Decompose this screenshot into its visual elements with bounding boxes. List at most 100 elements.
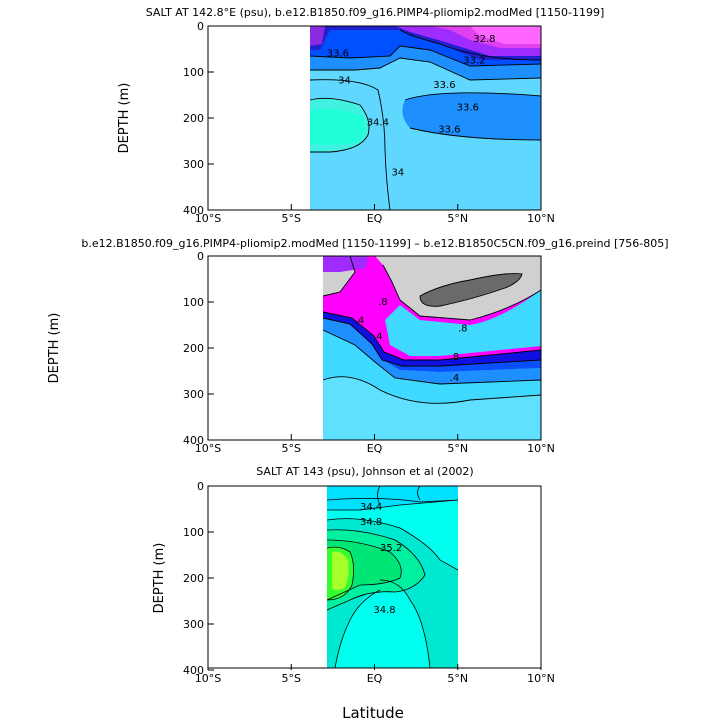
panel-3-contour-line: [334, 589, 381, 669]
panel-3-x-tick-label: EQ: [367, 672, 383, 685]
panel-1-x-tick-label: 5°S: [282, 212, 301, 225]
panel-2-region-0.4: [323, 310, 541, 372]
panel-1-region-32.6: [470, 26, 541, 44]
panel-2: b.e12.B1850.f09_g16.PIMP4-pliomip2.modMe…: [47, 237, 669, 455]
panel-1-contour-line: [404, 92, 542, 101]
panel-3-region-35.4: [332, 551, 349, 590]
panel-2-contour-line: [419, 273, 523, 307]
panel-1-contour-line: [310, 57, 542, 81]
panel-3: SALT AT 143 (psu), Johnson et al (2002) …: [152, 465, 555, 685]
panel-3-contour-labels: 34.4 34.8 35.2 34.8: [360, 502, 402, 616]
panel-2-contour-label: .4: [450, 373, 460, 384]
panel-2-x-tick-label: 5°S: [282, 442, 301, 455]
panel-3-contour-line: [417, 485, 421, 501]
panel-1-y-tick-label: 300: [183, 158, 204, 171]
panel-3-title: SALT AT 143 (psu), Johnson et al (2002): [256, 465, 473, 478]
panel-3-contour-line: [379, 579, 431, 669]
panel-1-contour-label: 34: [338, 75, 351, 86]
panel-2-region-0.2: [323, 306, 541, 384]
panel-1-title: SALT AT 142.8°E (psu), b.e12.B1850.f09_g…: [146, 6, 605, 19]
panel-1-region-34.6: [310, 108, 365, 145]
panel-1-region-corner: [310, 26, 325, 46]
panel-2-axes: 10°S 5°S EQ 5°N 10°N 0 100 200 300 400: [183, 250, 555, 455]
panel-3-contour-line: [377, 485, 381, 506]
panel-1-field: [310, 26, 541, 210]
panel-1-axes: 10°S 5°S EQ 5°N 10°N 0 100 200 300 400: [183, 20, 555, 225]
panel-1-contour-label: 33.2: [463, 56, 485, 67]
panel-2-title: b.e12.B1850.f09_g16.PIMP4-pliomip2.modMe…: [81, 237, 668, 250]
panel-1-y-tick-label: 100: [183, 66, 204, 79]
panel-1-contour-label: 33.6: [438, 125, 460, 136]
panel-1-contour-label: 33.6: [433, 80, 455, 91]
panel-2-contour-line: [322, 317, 542, 367]
panel-1-y-tick-label: 200: [183, 112, 204, 125]
panel-3-contour-line: [326, 498, 459, 503]
x-axis-label: Latitude: [342, 704, 404, 722]
panel-1-contour-label: 33.6: [457, 102, 479, 113]
panel-3-contour-line: [326, 539, 402, 601]
panel-2-contour-lines: [322, 255, 542, 404]
panel-2-x-tick-label: 10°N: [527, 442, 555, 455]
panel-3-contour-label: 34.8: [373, 605, 395, 616]
panel-1-contour-line: [409, 127, 542, 141]
panel-2-y-tick-label: 0: [197, 250, 204, 263]
panel-3-contour-line: [327, 499, 459, 511]
panel-2-y-tick-label: 400: [183, 434, 204, 447]
panel-3-y-tick-label: 200: [183, 572, 204, 585]
panel-1-x-tick-label: 10°S: [195, 212, 221, 225]
panel-2-contour-line: [322, 376, 542, 404]
panel-1-y-tick-label: 0: [197, 20, 204, 33]
panel-2-contour-line: [322, 311, 542, 361]
panel-2-field: [323, 256, 541, 440]
panel-2-ylabel: DEPTH (m): [47, 313, 62, 384]
panel-2-contour-label: .4: [355, 315, 365, 326]
panel-2-region-top-west: [323, 256, 368, 272]
panel-2-x-tick-label: EQ: [367, 442, 383, 455]
panel-1-contour-lines: [309, 29, 542, 211]
panel-1-contour-line: [309, 79, 391, 211]
panel-3-x-tick-label: 10°N: [527, 672, 555, 685]
panel-1-x-tick-label: 10°N: [527, 212, 555, 225]
panel-3-field: [327, 486, 458, 668]
panel-1-contour-label: 32.8: [473, 34, 495, 45]
panel-3-contour-label: 34.8: [360, 517, 382, 528]
panel-2-contour-line: [322, 329, 542, 385]
panel-1-contour-labels: 32.8 33.2 33.6 34 34.4 33.6 33.6 33.6 34: [327, 34, 496, 178]
panel-3-ylabel: DEPTH (m): [152, 543, 167, 614]
panel-2-y-tick-label: 200: [183, 342, 204, 355]
panel-3-y-tick-label: 300: [183, 618, 204, 631]
panel-3-x-tick-label: 5°N: [447, 672, 468, 685]
panel-3-y-tick-label: 100: [183, 526, 204, 539]
panel-3-y-tick-label: 0: [197, 480, 204, 493]
panel-1-x-tick-label: EQ: [367, 212, 383, 225]
panel-2-x-tick-label: 5°N: [447, 442, 468, 455]
panel-2-y-tick-label: 300: [183, 388, 204, 401]
panel-2-contour-label: .4: [373, 332, 383, 343]
panel-3-contour-lines: [326, 485, 459, 669]
panel-1: SALT AT 142.8°E (psu), b.e12.B1850.f09_g…: [117, 6, 604, 225]
panel-2-x-tick-label: 10°S: [195, 442, 221, 455]
panel-2-contour-label: .8: [458, 324, 468, 335]
panel-3-axes: 10°S 5°S EQ 5°N 10°N 0 100 200 300 400: [183, 480, 555, 685]
panel-1-contour-line: [309, 45, 542, 67]
panel-3-contour-line: [326, 529, 426, 611]
panel-3-contour-line: [326, 518, 459, 571]
panel-2-y-tick-label: 100: [183, 296, 204, 309]
panel-2-region-1.2: [420, 273, 522, 307]
panel-3-contour-label: 34.4: [360, 502, 382, 513]
panel-2-contour-line: [382, 264, 542, 321]
panel-1-contour-label: 33.6: [327, 49, 349, 60]
panel-1-region-33.6-east: [402, 92, 541, 140]
panel-2-region-deep: [323, 376, 541, 440]
panel-1-y-tick-label: 400: [183, 204, 204, 217]
panel-2-contour-label: .8: [450, 352, 460, 363]
panel-1-x-tick-label: 5°N: [447, 212, 468, 225]
panel-3-region-34.2: [327, 486, 458, 510]
panel-3-x-tick-label: 10°S: [195, 672, 221, 685]
panel-3-y-tick-label: 400: [183, 664, 204, 677]
panel-1-contour-label: 34: [391, 167, 404, 178]
panel-3-contour-line: [326, 546, 354, 601]
panel-1-contour-line: [399, 29, 542, 61]
panel-1-contour-label: 34.4: [367, 118, 389, 129]
